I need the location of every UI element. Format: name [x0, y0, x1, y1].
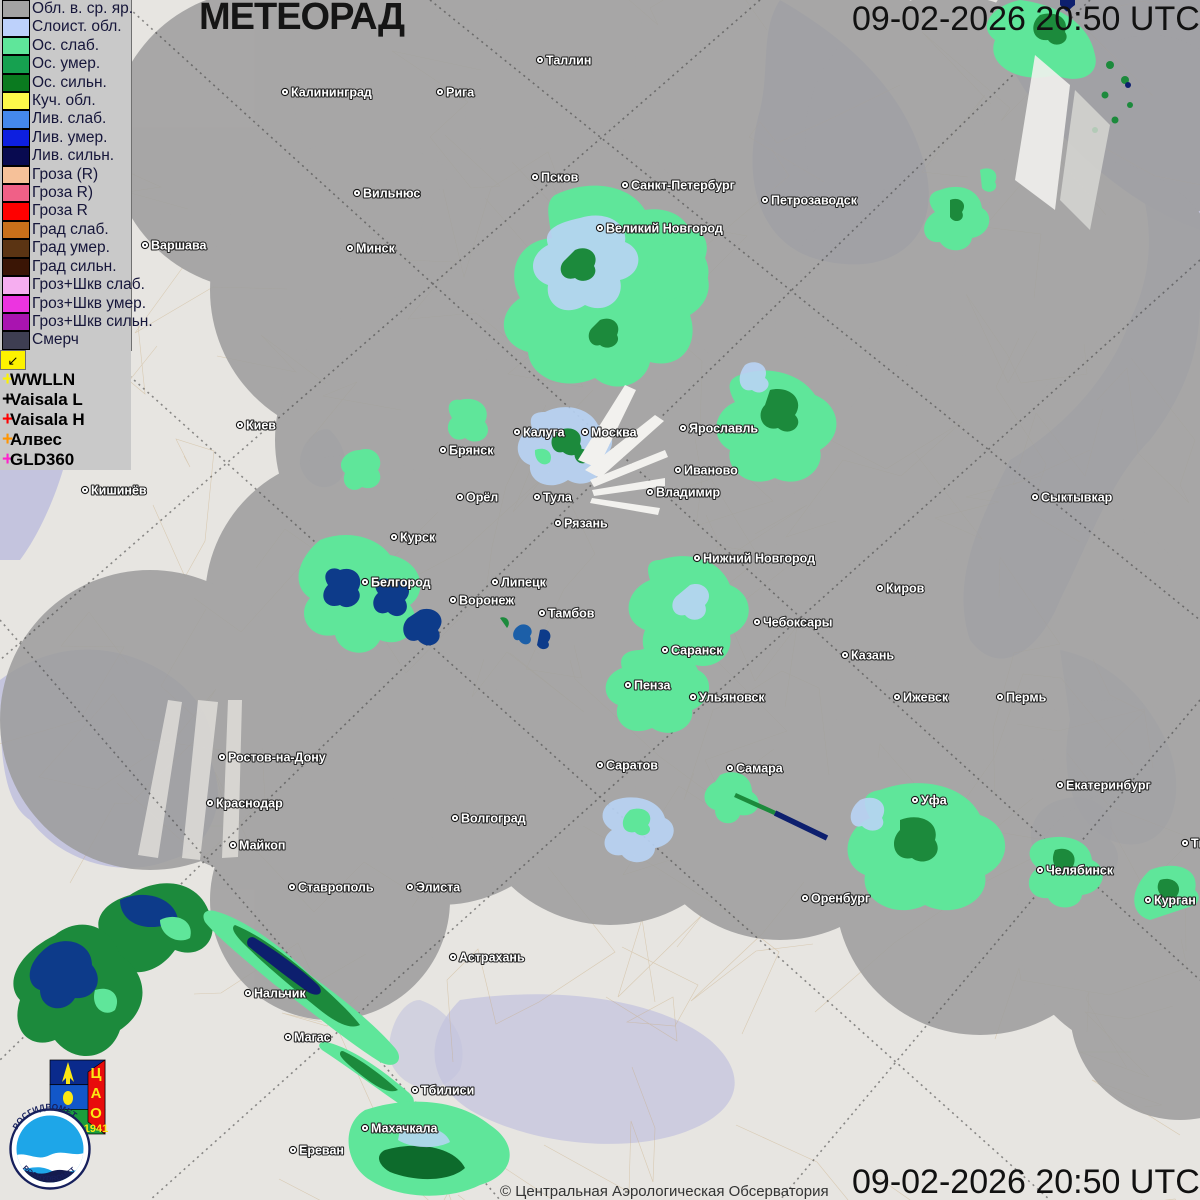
svg-text:Орёл: Орёл — [466, 491, 498, 505]
svg-text:Кишинёв: Кишинёв — [91, 484, 147, 498]
svg-text:Пермь: Пермь — [1006, 691, 1047, 705]
svg-text:Уфа: Уфа — [921, 794, 948, 808]
svg-text:Белгород: Белгород — [371, 576, 431, 590]
svg-text:Рига: Рига — [446, 86, 475, 100]
svg-text:Калуга: Калуга — [523, 426, 566, 440]
svg-text:МЕТЕОРАД: МЕТЕОРАД — [199, 0, 405, 38]
svg-text:Владимир: Владимир — [656, 486, 720, 500]
svg-text:Киев: Киев — [246, 419, 276, 433]
svg-text:© Центральная Аэрологическая О: © Центральная Аэрологическая Обсерватори… — [500, 1183, 829, 1200]
svg-text:Курган: Курган — [1154, 894, 1196, 908]
svg-text:Тамбов: Тамбов — [548, 607, 595, 621]
svg-text:Тюмень: Тюмень — [1191, 837, 1200, 851]
svg-text:Рязань: Рязань — [564, 517, 608, 531]
svg-text:Ульяновск: Ульяновск — [699, 691, 765, 705]
svg-text:Воронеж: Воронеж — [459, 594, 514, 608]
svg-text:Великий Новгород: Великий Новгород — [606, 222, 723, 236]
svg-text:Минск: Минск — [356, 242, 396, 256]
svg-text:Майкоп: Майкоп — [239, 839, 285, 853]
svg-text:Астрахань: Астрахань — [459, 951, 525, 965]
svg-text:Москва: Москва — [591, 426, 638, 440]
svg-text:Курск: Курск — [400, 531, 436, 545]
svg-text:Петрозаводск: Петрозаводск — [771, 194, 858, 208]
svg-text:Санкт-Петербург: Санкт-Петербург — [631, 179, 735, 193]
svg-text:Липецк: Липецк — [501, 576, 547, 590]
svg-text:Ростов-на-Дону: Ростов-на-Дону — [228, 751, 326, 765]
svg-text:09-02-2026 20:50 UTC: 09-02-2026 20:50 UTC — [852, 1163, 1200, 1200]
svg-text:Саранск: Саранск — [671, 644, 723, 658]
svg-text:Магас: Магас — [294, 1031, 331, 1045]
svg-text:Калининград: Калининград — [291, 86, 372, 100]
svg-text:Ц: Ц — [91, 1065, 102, 1082]
svg-text:Екатеринбург: Екатеринбург — [1066, 779, 1151, 793]
svg-text:Элиста: Элиста — [416, 881, 461, 895]
svg-text:Оренбург: Оренбург — [811, 892, 870, 906]
svg-text:Таллин: Таллин — [546, 54, 591, 68]
svg-text:Ижевск: Ижевск — [903, 691, 949, 705]
svg-text:Псков: Псков — [541, 171, 579, 185]
svg-text:Казань: Казань — [851, 649, 894, 663]
svg-text:А: А — [91, 1085, 102, 1102]
svg-text:Махачкала: Махачкала — [371, 1122, 439, 1136]
svg-text:Тбилиси: Тбилиси — [421, 1084, 474, 1098]
svg-text:Волгоград: Волгоград — [461, 812, 526, 826]
svg-text:Иваново: Иваново — [684, 464, 738, 478]
svg-text:Чебоксары: Чебоксары — [763, 616, 832, 630]
svg-text:Тула: Тула — [543, 491, 573, 505]
svg-text:Саратов: Саратов — [606, 759, 658, 773]
svg-text:Ставрополь: Ставрополь — [298, 881, 374, 895]
svg-text:Киров: Киров — [886, 582, 925, 596]
svg-text:09-02-2026 20:50 UTC: 09-02-2026 20:50 UTC — [852, 0, 1200, 38]
svg-text:Челябинск: Челябинск — [1046, 864, 1114, 878]
svg-text:Брянск: Брянск — [449, 444, 494, 458]
svg-text:Сыктывкар: Сыктывкар — [1041, 491, 1113, 505]
svg-text:Пенза: Пенза — [634, 679, 672, 693]
svg-text:Краснодар: Краснодар — [216, 797, 283, 811]
svg-text:Самара: Самара — [736, 762, 784, 776]
svg-text:Вильнюс: Вильнюс — [363, 187, 420, 201]
svg-text:Нальчик: Нальчик — [254, 987, 306, 1001]
svg-text:Нижний Новгород: Нижний Новгород — [703, 552, 815, 566]
svg-text:О: О — [90, 1105, 102, 1122]
svg-text:Ереван: Ереван — [299, 1144, 344, 1158]
svg-text:Ярославль: Ярославль — [689, 422, 758, 436]
svg-text:Варшава: Варшава — [151, 239, 208, 253]
